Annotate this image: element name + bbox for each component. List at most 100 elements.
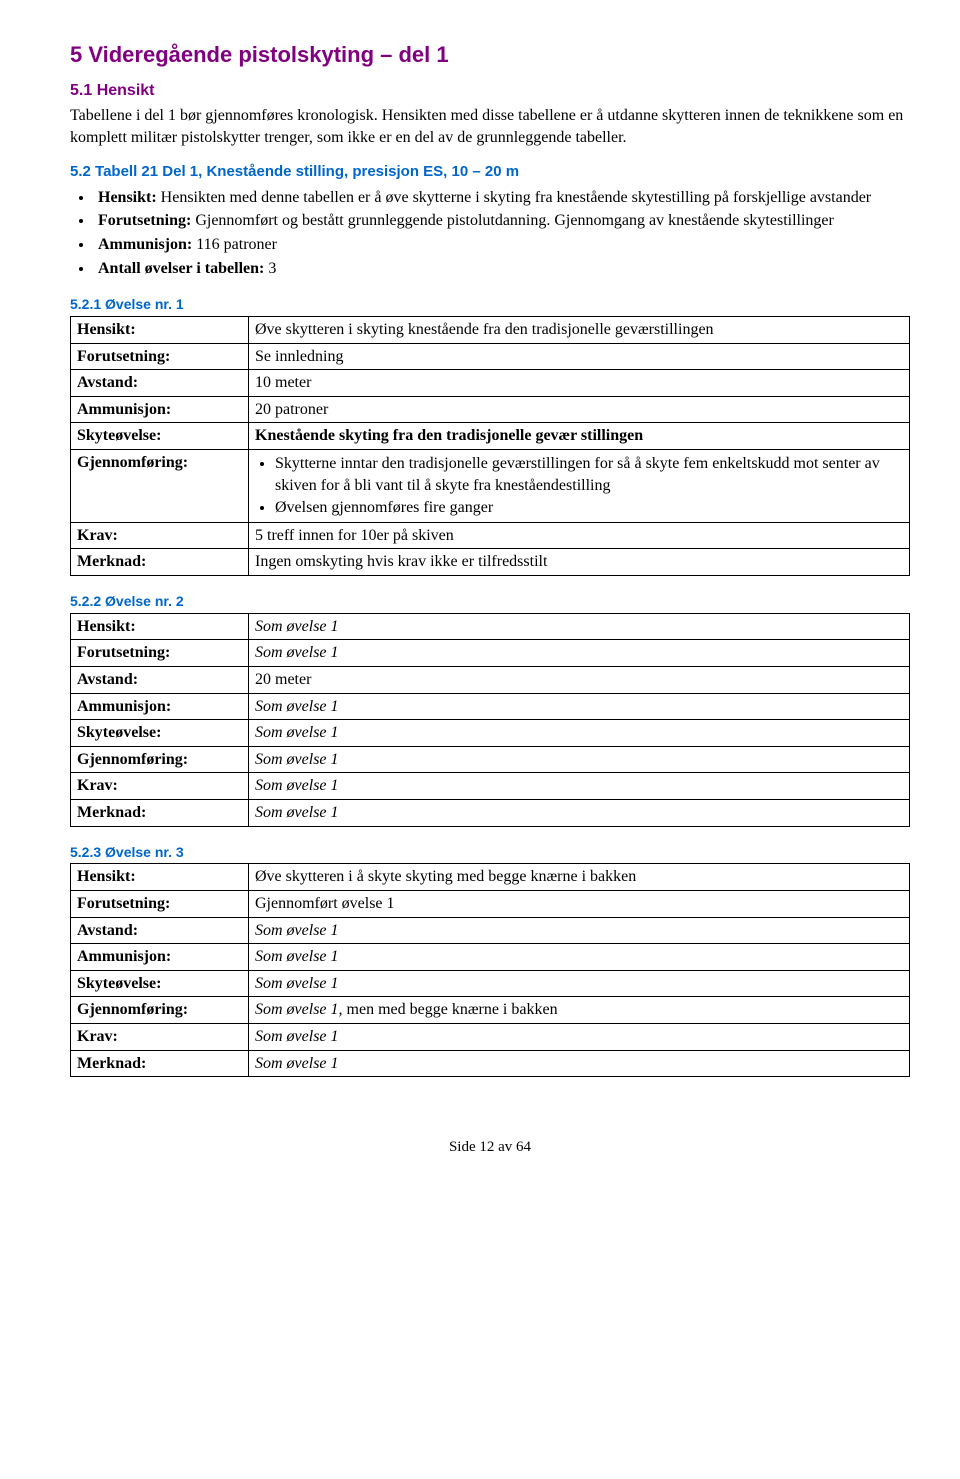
table-row: Forutsetning:Som øvelse 1 <box>71 640 910 667</box>
row-val-part: men med begge knærne i bakken <box>343 1001 558 1018</box>
row-key: Gjennomføring: <box>71 449 249 522</box>
list-item: Forutsetning: Gjennomført og bestått gru… <box>94 210 910 232</box>
row-val: Ingen omskyting hvis krav ikke er tilfre… <box>249 549 910 576</box>
table-row: Krav:Som øvelse 1 <box>71 1024 910 1051</box>
bullet-label: Forutsetning: <box>98 212 191 229</box>
table-row: Gjennomføring:Som øvelse 1 <box>71 746 910 773</box>
table-row: Hensikt:Øve skytteren i skyting kneståen… <box>71 316 910 343</box>
page-footer: Side 12 av 64 <box>70 1137 910 1157</box>
table-row: Skyteøvelse:Som øvelse 1 <box>71 720 910 747</box>
table-row: Ammunisjon:20 patroner <box>71 396 910 423</box>
row-key: Avstand: <box>71 667 249 694</box>
list-item: Skytterne inntar den tradisjonelle gevær… <box>275 453 903 496</box>
section-heading-5-2: 5.2 Tabell 21 Del 1, Knestående stilling… <box>70 162 910 182</box>
row-key: Krav: <box>71 1024 249 1051</box>
row-val: Øve skytteren i å skyte skyting med begg… <box>249 864 910 891</box>
table-row: Krav:Som øvelse 1 <box>71 773 910 800</box>
row-val: Øve skytteren i skyting knestående fra d… <box>249 316 910 343</box>
table-row: Avstand:10 meter <box>71 370 910 397</box>
exercise-table-2: Hensikt:Som øvelse 1 Forutsetning:Som øv… <box>70 613 910 827</box>
table-row: Forutsetning:Se innledning <box>71 343 910 370</box>
row-key: Hensikt: <box>71 316 249 343</box>
row-val: 5 treff innen for 10er på skiven <box>249 522 910 549</box>
table-row: Hensikt:Øve skytteren i å skyte skyting … <box>71 864 910 891</box>
list-item: Hensikt: Hensikten med denne tabellen er… <box>94 187 910 209</box>
row-key: Gjennomføring: <box>71 746 249 773</box>
section-5-2-bullets: Hensikt: Hensikten med denne tabellen er… <box>94 187 910 279</box>
row-val: Skytterne inntar den tradisjonelle gevær… <box>249 449 910 522</box>
row-key: Ammunisjon: <box>71 396 249 423</box>
row-val: Som øvelse 1 <box>249 640 910 667</box>
row-val: Som øvelse 1 <box>249 613 910 640</box>
exercise-heading-1: 5.2.1 Øvelse nr. 1 <box>70 295 910 314</box>
row-val: Som øvelse 1 <box>249 799 910 826</box>
row-key: Merknad: <box>71 1050 249 1077</box>
table-row: Forutsetning:Gjennomført øvelse 1 <box>71 891 910 918</box>
list-item: Øvelsen gjennomføres fire ganger <box>275 497 903 519</box>
bullet-text: Hensikten med denne tabellen er å øve sk… <box>157 189 871 206</box>
row-key: Avstand: <box>71 370 249 397</box>
table-row: Ammunisjon:Som øvelse 1 <box>71 944 910 971</box>
row-val: Som øvelse 1 <box>249 746 910 773</box>
row-key: Forutsetning: <box>71 640 249 667</box>
table-row: Hensikt:Som øvelse 1 <box>71 613 910 640</box>
table-row: Krav:5 treff innen for 10er på skiven <box>71 522 910 549</box>
page-title: 5 Videregående pistolskyting – del 1 <box>70 40 910 70</box>
table-row: Gjennomføring:Som øvelse 1, men med begg… <box>71 997 910 1024</box>
bullet-label: Ammunisjon: <box>98 236 192 253</box>
row-key: Ammunisjon: <box>71 693 249 720</box>
table-row: Merknad:Som øvelse 1 <box>71 1050 910 1077</box>
row-key: Gjennomføring: <box>71 997 249 1024</box>
row-key: Hensikt: <box>71 613 249 640</box>
bullet-text: Gjennomført og bestått grunnleggende pis… <box>191 212 834 229</box>
row-key: Ammunisjon: <box>71 944 249 971</box>
list-item: Antall øvelser i tabellen: 3 <box>94 258 910 280</box>
row-key: Avstand: <box>71 917 249 944</box>
row-val: 20 meter <box>249 667 910 694</box>
table-row: Skyteøvelse:Som øvelse 1 <box>71 970 910 997</box>
table-row: Skyteøvelse:Knestående skyting fra den t… <box>71 423 910 450</box>
row-key: Hensikt: <box>71 864 249 891</box>
row-val: Som øvelse 1 <box>249 944 910 971</box>
row-key: Forutsetning: <box>71 343 249 370</box>
bullet-label: Hensikt: <box>98 189 157 206</box>
row-val: Som øvelse 1 <box>249 720 910 747</box>
exercise-table-3: Hensikt:Øve skytteren i å skyte skyting … <box>70 863 910 1077</box>
bullet-label: Antall øvelser i tabellen: <box>98 260 264 277</box>
row-key: Krav: <box>71 773 249 800</box>
row-val: Som øvelse 1 <box>249 917 910 944</box>
row-key: Skyteøvelse: <box>71 720 249 747</box>
exercise-table-1: Hensikt:Øve skytteren i skyting kneståen… <box>70 316 910 576</box>
row-val-part: Som øvelse 1, <box>255 1001 343 1018</box>
list-item: Ammunisjon: 116 patroner <box>94 234 910 256</box>
row-key: Merknad: <box>71 799 249 826</box>
bullet-text: 3 <box>264 260 276 277</box>
row-val: Som øvelse 1 <box>249 773 910 800</box>
row-val: Knestående skyting fra den tradisjonelle… <box>249 423 910 450</box>
row-key: Forutsetning: <box>71 891 249 918</box>
row-val: Som øvelse 1 <box>249 1024 910 1051</box>
row-val: Se innledning <box>249 343 910 370</box>
exercise-heading-2: 5.2.2 Øvelse nr. 2 <box>70 592 910 611</box>
row-val: 20 patroner <box>249 396 910 423</box>
row-val: Som øvelse 1 <box>249 970 910 997</box>
row-val: Som øvelse 1, men med begge knærne i bak… <box>249 997 910 1024</box>
table-row: Gjennomføring: Skytterne inntar den trad… <box>71 449 910 522</box>
row-key: Skyteøvelse: <box>71 970 249 997</box>
table-row: Merknad:Som øvelse 1 <box>71 799 910 826</box>
row-val: Som øvelse 1 <box>249 693 910 720</box>
row-key: Skyteøvelse: <box>71 423 249 450</box>
table-row: Avstand:Som øvelse 1 <box>71 917 910 944</box>
row-val: 10 meter <box>249 370 910 397</box>
row-val: Gjennomført øvelse 1 <box>249 891 910 918</box>
row-val: Som øvelse 1 <box>249 1050 910 1077</box>
exercise-heading-3: 5.2.3 Øvelse nr. 3 <box>70 843 910 862</box>
section-5-1-text: Tabellene i del 1 bør gjennomføres krono… <box>70 105 910 148</box>
table-row: Merknad:Ingen omskyting hvis krav ikke e… <box>71 549 910 576</box>
bullet-text: 116 patroner <box>192 236 277 253</box>
table-row: Ammunisjon:Som øvelse 1 <box>71 693 910 720</box>
row-key: Merknad: <box>71 549 249 576</box>
table-row: Avstand:20 meter <box>71 667 910 694</box>
row-key: Krav: <box>71 522 249 549</box>
section-heading-5-1: 5.1 Hensikt <box>70 80 910 102</box>
